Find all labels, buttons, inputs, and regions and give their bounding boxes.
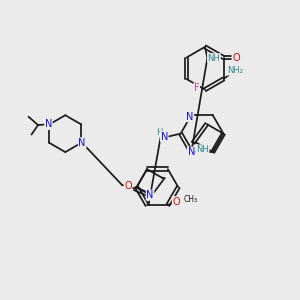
Text: N: N: [79, 138, 86, 148]
Text: N: N: [45, 119, 52, 129]
Text: NH₂: NH₂: [227, 66, 243, 75]
Text: N: N: [186, 112, 194, 122]
Text: O: O: [232, 52, 240, 63]
Text: N: N: [160, 132, 168, 142]
Text: H: H: [157, 128, 163, 137]
Text: O: O: [172, 196, 180, 207]
Text: CH₃: CH₃: [183, 195, 197, 204]
Text: NH: NH: [208, 54, 220, 63]
Text: F: F: [194, 83, 200, 93]
Text: NH: NH: [196, 145, 209, 154]
Text: O: O: [124, 181, 132, 191]
Text: N: N: [188, 147, 195, 157]
Text: N: N: [146, 190, 154, 200]
